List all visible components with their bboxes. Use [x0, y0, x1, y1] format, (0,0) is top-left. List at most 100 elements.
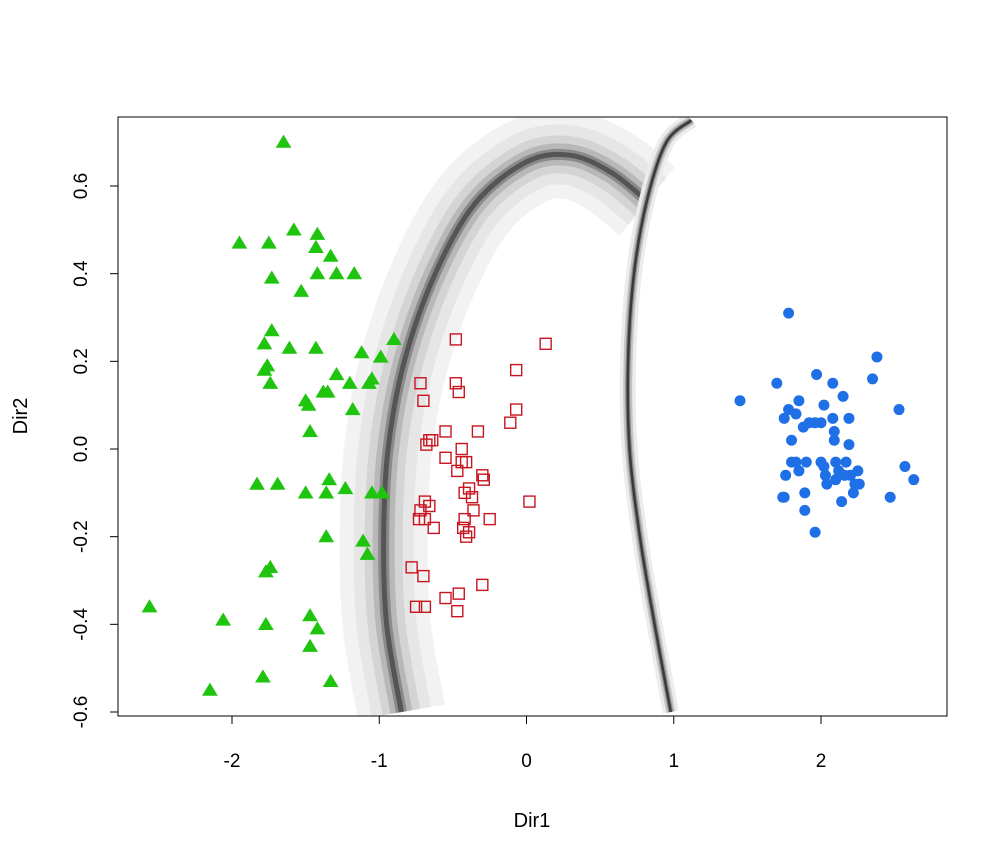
- square-point: [418, 512, 432, 526]
- circle-point: [819, 469, 831, 481]
- triangle-point: [359, 546, 376, 560]
- y-tick-label: -0.2: [71, 520, 92, 553]
- triangle-point: [361, 375, 377, 389]
- triangle-point: [319, 384, 336, 398]
- circle-point: [809, 526, 821, 538]
- triangle-point: [309, 621, 326, 635]
- circle-point: [818, 461, 830, 473]
- x-tick-label: -2: [224, 751, 241, 772]
- circle-point: [778, 412, 790, 424]
- square-point: [462, 482, 476, 495]
- circle-point: [821, 478, 833, 490]
- triangle-point: [257, 616, 274, 630]
- triangle-point: [263, 323, 280, 337]
- square-point: [458, 512, 471, 526]
- triangle-point: [374, 485, 391, 499]
- circle-point: [790, 408, 802, 420]
- square-point: [423, 434, 436, 447]
- circle-point: [793, 395, 805, 407]
- square-point: [449, 333, 463, 346]
- circle-point: [840, 456, 852, 468]
- data-points-layer: [141, 134, 920, 696]
- triangle-point: [269, 476, 286, 490]
- triangle-point: [372, 349, 389, 363]
- square-point: [409, 600, 423, 613]
- triangle-point: [297, 485, 314, 499]
- triangle-point: [249, 476, 265, 490]
- square-point: [455, 442, 468, 456]
- circle-point: [790, 456, 802, 468]
- triangle-point: [302, 638, 318, 652]
- triangle-point: [337, 480, 354, 495]
- square-point: [423, 499, 436, 513]
- square-point: [458, 486, 471, 500]
- circle-point: [843, 412, 855, 424]
- x-tick-label: 2: [816, 751, 827, 772]
- square-point: [509, 403, 523, 416]
- square-point: [465, 491, 479, 504]
- triangle-point: [322, 248, 339, 262]
- square-point: [427, 521, 440, 535]
- y-axis-title: Dir2: [10, 398, 32, 435]
- triangle-point: [302, 423, 318, 438]
- x-tick-label: -1: [371, 751, 388, 772]
- square-point: [459, 530, 473, 543]
- square-point: [477, 473, 490, 486]
- circle-point: [871, 351, 883, 363]
- circle-point: [780, 469, 792, 481]
- y-tick-label: -0.4: [71, 608, 92, 641]
- circle-point: [799, 504, 811, 516]
- circle-point: [827, 377, 839, 389]
- triangle-point: [293, 283, 310, 297]
- circle-point: [843, 439, 855, 451]
- circle-point: [830, 456, 842, 468]
- triangle-point: [386, 331, 402, 346]
- triangle-point: [262, 375, 279, 389]
- triangle-point: [281, 340, 298, 354]
- triangle-point: [355, 533, 371, 547]
- triangle-point: [202, 682, 218, 696]
- square-point: [523, 495, 536, 508]
- triangle-point: [300, 397, 317, 411]
- square-point: [420, 438, 433, 451]
- square-point: [476, 578, 489, 592]
- circle-point: [786, 434, 798, 446]
- circle-point: [828, 425, 840, 437]
- circle-point: [811, 368, 823, 380]
- circle-point: [884, 491, 896, 503]
- triangle-point: [364, 485, 380, 499]
- square-point: [439, 591, 452, 605]
- x-tick-label: 1: [668, 751, 679, 772]
- square-point: [414, 377, 427, 390]
- square-point: [462, 526, 476, 539]
- triangle-point: [328, 266, 345, 280]
- circle-point: [893, 404, 905, 416]
- circle-point: [818, 399, 830, 411]
- circle-point: [783, 307, 795, 319]
- square-point: [509, 363, 523, 377]
- circle-point: [908, 474, 920, 486]
- triangle-point: [256, 362, 273, 376]
- triangle-point: [263, 270, 280, 284]
- circle-point: [734, 395, 746, 407]
- triangle-point: [309, 226, 326, 240]
- triangle-point: [302, 608, 318, 622]
- circle-point: [793, 465, 805, 477]
- circle-point: [836, 496, 848, 508]
- triangle-point: [308, 239, 324, 253]
- triangle-point: [318, 485, 335, 499]
- square-point: [414, 504, 427, 517]
- circle-point: [800, 456, 812, 468]
- square-point: [476, 469, 489, 482]
- y-tick-label: 0.4: [71, 260, 92, 287]
- triangle-point: [308, 340, 324, 354]
- circle-point: [837, 390, 849, 402]
- circle-point: [828, 434, 840, 446]
- square-point: [439, 451, 452, 464]
- square-point: [539, 337, 552, 351]
- triangle-point: [275, 134, 292, 148]
- circle-point: [844, 469, 856, 481]
- square-point: [467, 504, 480, 517]
- square-point: [439, 425, 452, 438]
